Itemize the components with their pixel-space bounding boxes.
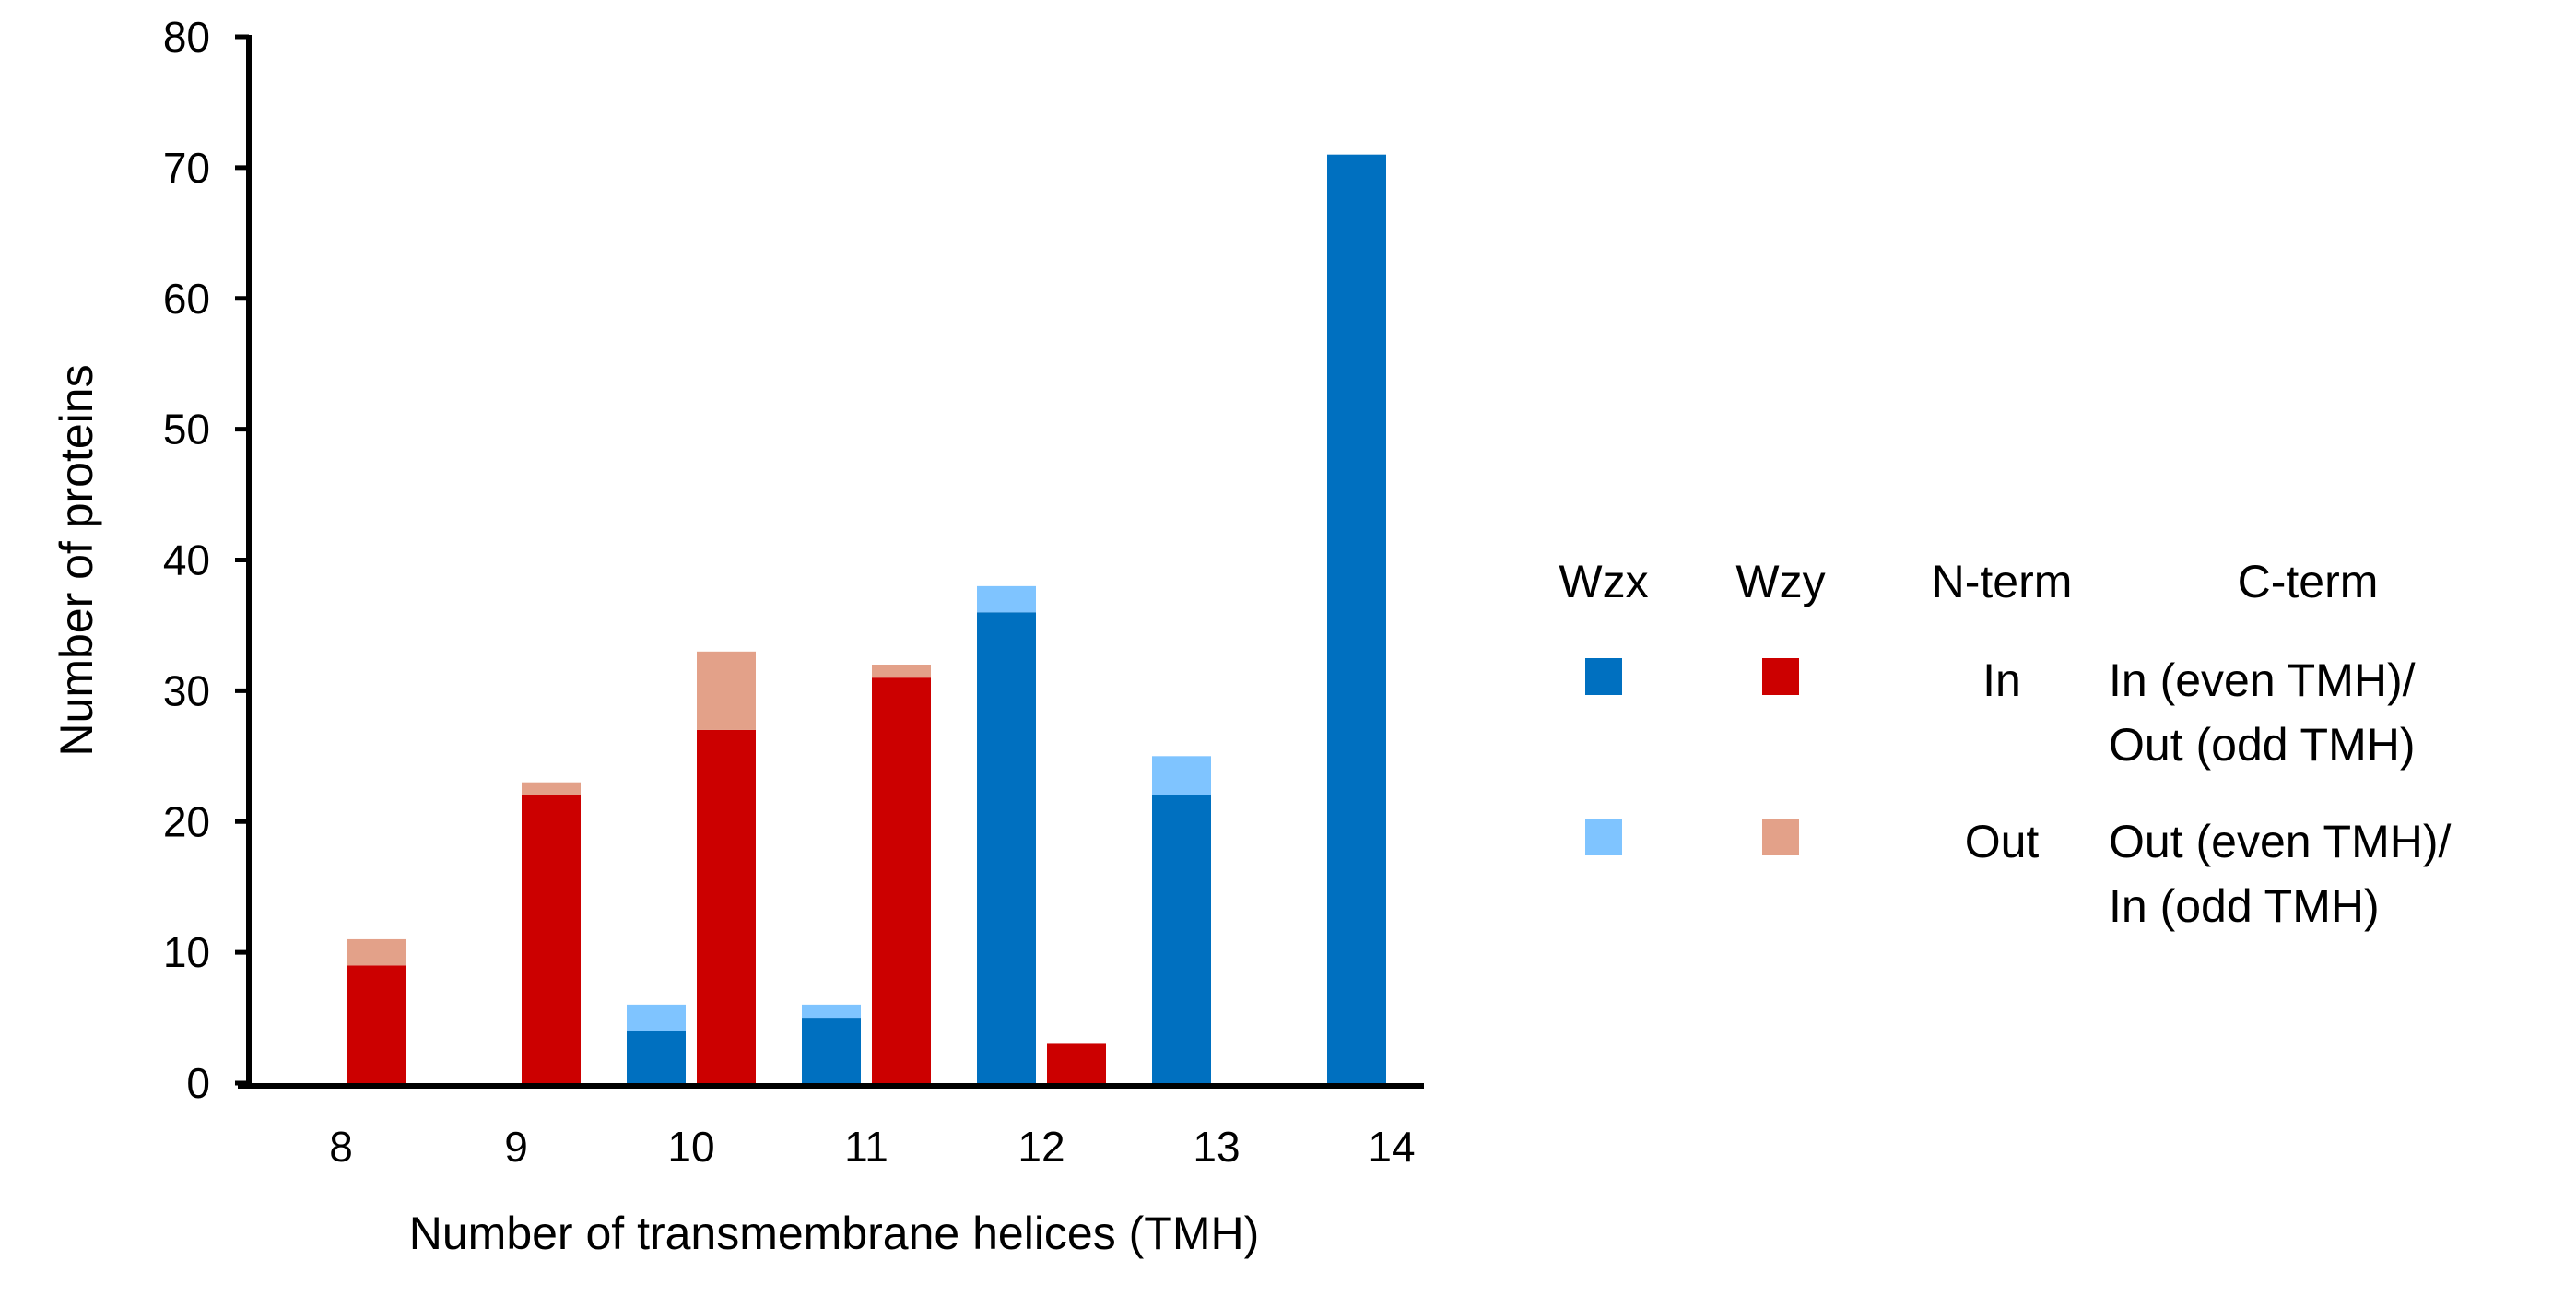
y-tick-label-40: 40 bbox=[163, 536, 210, 584]
bar-wzx-in-10 bbox=[627, 1031, 686, 1083]
y-ticks: 0 10 20 30 40 50 60 70 80 bbox=[163, 13, 249, 1107]
y-axis: 0 10 20 30 40 50 60 70 80 bbox=[163, 13, 252, 1107]
bar-wzx-out-13 bbox=[1152, 756, 1211, 795]
bar-wzy-out-9 bbox=[522, 782, 581, 795]
legend-swatch-wzy-out bbox=[1762, 819, 1799, 855]
legend-cterm-in-line1: In (even TMH)/ bbox=[2109, 654, 2416, 706]
bar-wzy-out-8 bbox=[347, 938, 406, 966]
bar-wzx-in-11 bbox=[802, 1018, 861, 1083]
y-axis-title: Number of proteins bbox=[51, 364, 102, 756]
y-tick-label-60: 60 bbox=[163, 275, 210, 323]
x-tick-label-8: 8 bbox=[329, 1123, 353, 1171]
y-tick-label-80: 80 bbox=[163, 13, 210, 61]
x-ticks: 8 9 10 11 12 13 14 bbox=[329, 1123, 1415, 1171]
bar-wzy-in-12 bbox=[1047, 1043, 1106, 1083]
y-tick-label-70: 70 bbox=[163, 144, 210, 192]
bar-wzy-in-10 bbox=[697, 729, 756, 1083]
legend-swatch-wzy-in bbox=[1762, 658, 1799, 695]
legend-cterm-in-line2: Out (odd TMH) bbox=[2109, 719, 2416, 771]
legend-header-nterm: N-term bbox=[1932, 556, 2073, 607]
bar-wzx-in-13 bbox=[1152, 795, 1211, 1083]
bar-wzx-out-11 bbox=[802, 1004, 861, 1019]
bar-wzx-out-10 bbox=[627, 1004, 686, 1031]
legend-nterm-in: In bbox=[1982, 654, 2021, 706]
legend-header-wzx: Wzx bbox=[1559, 556, 1648, 607]
bar-wzy-out-11 bbox=[872, 665, 931, 678]
bar-wzx-in-14 bbox=[1327, 154, 1386, 1083]
legend-cterm-out-line2: In (odd TMH) bbox=[2109, 880, 2380, 932]
x-tick-label-13: 13 bbox=[1193, 1123, 1240, 1171]
bar-wzy-in-8 bbox=[347, 965, 406, 1083]
bar-wzy-in-11 bbox=[872, 677, 931, 1083]
bars bbox=[347, 154, 1386, 1083]
x-tick-label-12: 12 bbox=[1017, 1123, 1065, 1171]
x-tick-label-9: 9 bbox=[504, 1123, 528, 1171]
x-tick-label-14: 14 bbox=[1368, 1123, 1415, 1171]
y-tick-label-20: 20 bbox=[163, 797, 210, 845]
x-axis-title: Number of transmembrane helices (TMH) bbox=[409, 1208, 1260, 1259]
x-tick-label-10: 10 bbox=[667, 1123, 714, 1171]
x-axis: 8 9 10 11 12 13 14 bbox=[238, 1083, 1424, 1171]
legend-swatch-wzx-in bbox=[1585, 658, 1622, 695]
legend-swatch-wzx-out bbox=[1585, 819, 1622, 855]
legend-header-cterm: C-term bbox=[2238, 556, 2379, 607]
legend-header-wzy: Wzy bbox=[1735, 556, 1825, 607]
y-tick-label-30: 30 bbox=[163, 666, 210, 714]
bar-wzx-out-12 bbox=[977, 585, 1036, 613]
x-tick-label-11: 11 bbox=[844, 1123, 888, 1171]
legend: Wzx Wzy N-term C-term In In (even TMH)/ … bbox=[1559, 556, 2451, 932]
legend-nterm-out: Out bbox=[1965, 816, 2040, 867]
bar-wzy-in-9 bbox=[522, 795, 581, 1083]
bar-wzy-out-10 bbox=[697, 651, 756, 730]
y-tick-label-10: 10 bbox=[163, 928, 210, 976]
y-tick-label-50: 50 bbox=[163, 406, 210, 454]
y-tick-label-0: 0 bbox=[186, 1059, 210, 1107]
legend-cterm-out-line1: Out (even TMH)/ bbox=[2109, 816, 2451, 867]
bar-wzx-in-12 bbox=[977, 612, 1036, 1083]
